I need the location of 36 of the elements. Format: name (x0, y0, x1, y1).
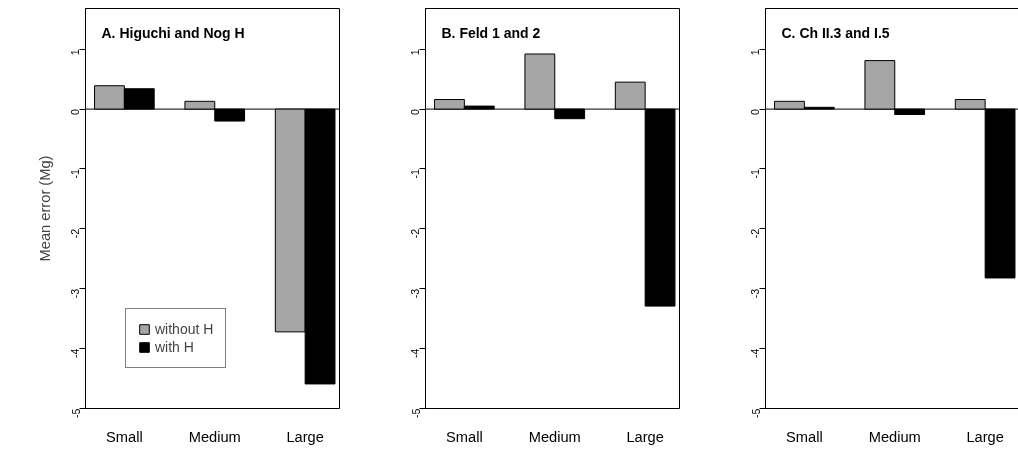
y-tick-label: -5 (409, 408, 422, 418)
y-tick-label: -3 (69, 288, 82, 299)
y-tick-label: -1 (749, 168, 762, 179)
x-tick-label: Medium (868, 428, 921, 445)
y-tick-label: 0 (409, 109, 422, 116)
legend-label: without H (155, 321, 214, 337)
y-tick-label: -4 (409, 348, 422, 359)
x-tick-label: Medium (188, 428, 241, 445)
y-tick-label: -4 (749, 348, 762, 359)
y-tick-label: -5 (69, 408, 82, 418)
x-tick-label: Large (286, 428, 324, 445)
y-tick-label: -2 (409, 228, 422, 239)
x-tick-label: Large (966, 428, 1004, 445)
y-tick-label: 1 (409, 49, 422, 56)
legend-label: with H (155, 339, 194, 355)
y-tick-label: -1 (69, 168, 82, 179)
y-tick-label: 1 (69, 49, 82, 56)
y-tick-label: -2 (749, 228, 762, 239)
x-tick-label: Medium (528, 428, 581, 445)
y-axis-title: Mean error (Mg) (36, 155, 53, 262)
x-tick-label: Small (106, 428, 143, 445)
x-tick-label: Small (786, 428, 823, 445)
text: C. Ch II.3 and I.5 (781, 24, 890, 41)
y-tick-label: -4 (69, 348, 82, 359)
y-tick-label: 0 (69, 109, 82, 116)
text: B. Feld 1 and 2 (441, 24, 541, 41)
y-tick-label: -2 (69, 228, 82, 239)
x-tick-label: Small (446, 428, 483, 445)
text: A. Higuchi and Nog H (101, 24, 245, 41)
y-tick-label: -3 (409, 288, 422, 299)
y-tick-label: -3 (749, 288, 762, 299)
y-tick-label: -1 (409, 168, 422, 179)
y-tick-label: 1 (749, 49, 762, 56)
y-tick-label: -5 (749, 408, 762, 418)
y-tick-label: 0 (749, 109, 762, 116)
x-tick-label: Large (626, 428, 664, 445)
